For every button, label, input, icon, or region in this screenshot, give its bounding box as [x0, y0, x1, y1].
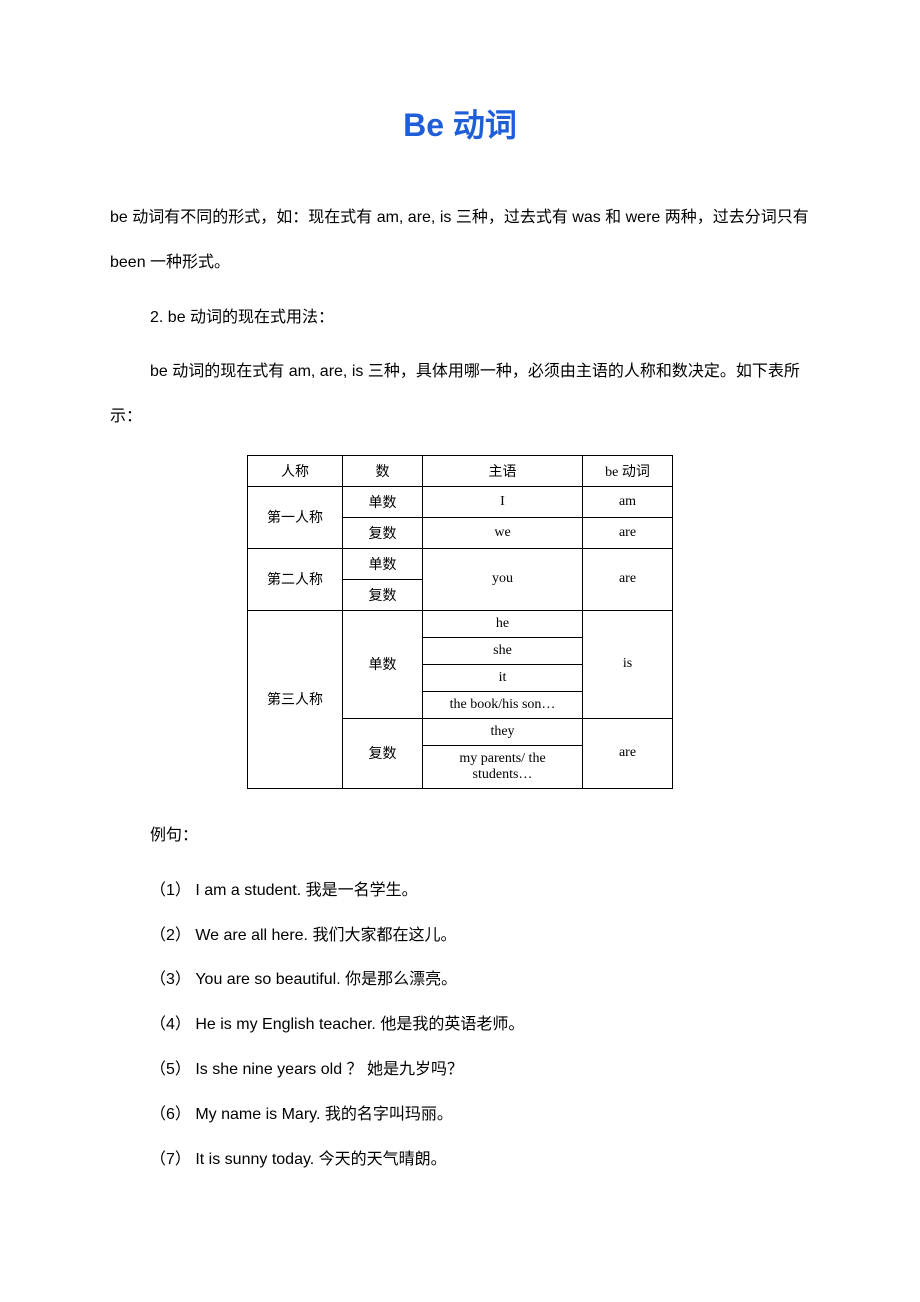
example-item: （6） My name is Mary. 我的名字叫玛丽。 [110, 1093, 810, 1138]
cell-subject: he [423, 610, 583, 637]
cell-subject: she [423, 637, 583, 664]
cell-person: 第三人称 [248, 610, 343, 788]
cell-subject: we [423, 517, 583, 548]
cell-subject: you [423, 548, 583, 610]
table-row: 第三人称 单数 he is [248, 610, 673, 637]
example-item: （2） We are all here. 我们大家都在这儿。 [110, 914, 810, 959]
th-subject: 主语 [423, 455, 583, 486]
be-verb-table-wrap: 人称 数 主语 be 动词 第一人称 单数 I am 复数 we are 第二人… [110, 455, 810, 789]
example-item: （4） He is my English teacher. 他是我的英语老师。 [110, 1003, 810, 1048]
cell-number: 复数 [343, 718, 423, 788]
section-heading: 2. be 动词的现在式用法： [110, 296, 810, 341]
page-title: Be 动词 [110, 100, 810, 146]
cell-be: are [583, 548, 673, 610]
table-row: 第二人称 单数 you are [248, 548, 673, 579]
cell-person: 第二人称 [248, 548, 343, 610]
cell-subject: I [423, 486, 583, 517]
be-verb-table: 人称 数 主语 be 动词 第一人称 单数 I am 复数 we are 第二人… [247, 455, 673, 789]
example-item: （7） It is sunny today. 今天的天气晴朗。 [110, 1138, 810, 1183]
cell-number: 复数 [343, 517, 423, 548]
th-be: be 动词 [583, 455, 673, 486]
cell-be: is [583, 610, 673, 718]
table-row: 第一人称 单数 I am [248, 486, 673, 517]
cell-number: 单数 [343, 610, 423, 718]
cell-subject: they [423, 718, 583, 745]
examples-label: 例句： [110, 814, 810, 859]
cell-subject: it [423, 664, 583, 691]
example-item: （5） Is she nine years old ？ 她是九岁吗？ [110, 1048, 810, 1093]
section-text: be 动词的现在式有 am, are, is 三种，具体用哪一种，必须由主语的人… [110, 350, 810, 440]
th-person: 人称 [248, 455, 343, 486]
cell-subject: the book/his son… [423, 691, 583, 718]
cell-person: 第一人称 [248, 486, 343, 548]
example-item: （3） You are so beautiful. 你是那么漂亮。 [110, 958, 810, 1003]
cell-number: 单数 [343, 486, 423, 517]
cell-subject: my parents/ the students… [423, 745, 583, 788]
example-item: （1） I am a student. 我是一名学生。 [110, 869, 810, 914]
cell-be: are [583, 517, 673, 548]
cell-be: am [583, 486, 673, 517]
table-header-row: 人称 数 主语 be 动词 [248, 455, 673, 486]
cell-number: 复数 [343, 579, 423, 610]
cell-number: 单数 [343, 548, 423, 579]
intro-paragraph: be 动词有不同的形式，如：现在式有 am, are, is 三种，过去式有 w… [110, 196, 810, 286]
example-list: （1） I am a student. 我是一名学生。 （2） We are a… [110, 869, 810, 1183]
cell-be: are [583, 718, 673, 788]
th-number: 数 [343, 455, 423, 486]
